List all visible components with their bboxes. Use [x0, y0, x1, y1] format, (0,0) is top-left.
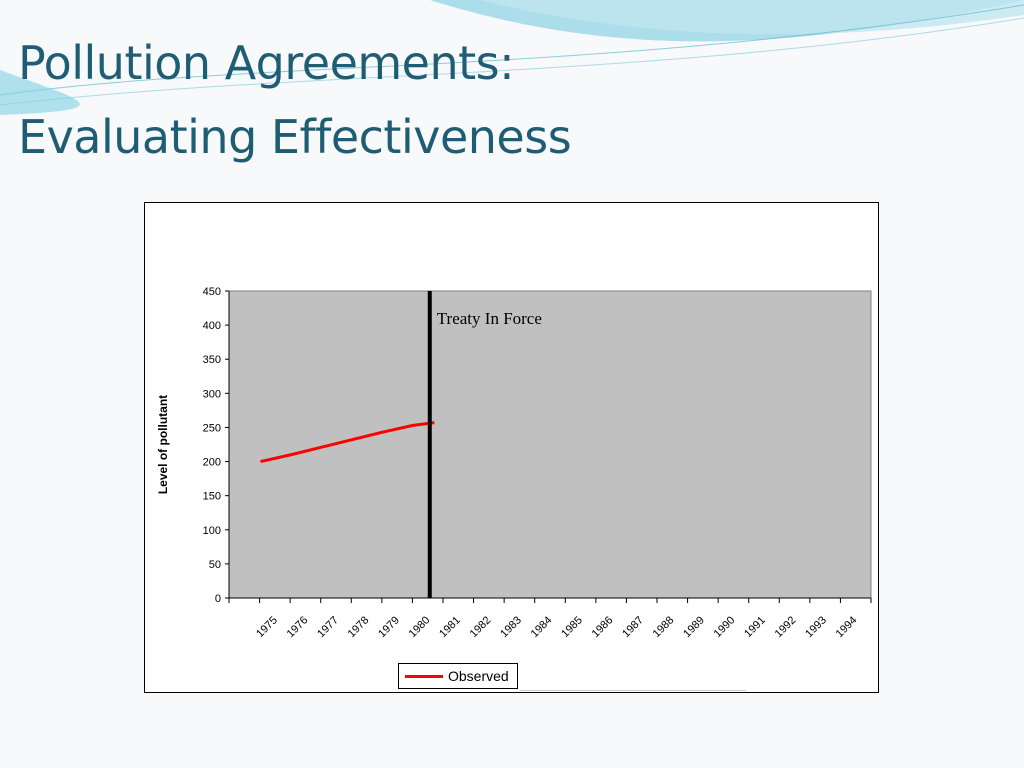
- y-tick-label: 200: [203, 457, 221, 469]
- y-tick-label: 350: [203, 354, 221, 366]
- plot-area: [228, 290, 872, 599]
- y-tick-label: 400: [203, 320, 221, 332]
- y-tick-label: 50: [209, 559, 221, 571]
- chart-legend: Observed: [398, 663, 518, 689]
- slide-title-line-1: Pollution Agreements:: [18, 36, 515, 90]
- treaty-in-force-label: Treaty In Force: [437, 309, 542, 328]
- x-tick-label: 1986: [590, 614, 616, 640]
- y-tick-label: 0: [215, 593, 221, 605]
- x-tick-label: 1975: [254, 614, 280, 640]
- x-tick-label: 1981: [437, 614, 463, 640]
- y-tick-label: 450: [203, 286, 221, 298]
- x-tick-label: 1980: [407, 614, 433, 640]
- chart-frame: 0 50 100 150 200 250 300 350 400 450 1975 1976 1977 1…: [144, 202, 879, 693]
- x-tick-label: 1994: [834, 614, 860, 640]
- x-tick-label: 1977: [315, 614, 341, 640]
- legend-overlay-patch: [520, 662, 746, 691]
- slide-title: Pollution Agreements: Evaluating Effecti…: [18, 26, 572, 174]
- y-tick-label: 300: [203, 388, 221, 400]
- x-tick-label: 1990: [712, 614, 738, 640]
- slide-title-line-2: Evaluating Effectiveness: [18, 110, 572, 164]
- y-tick-label: 150: [203, 491, 221, 503]
- x-tick-label: 1978: [346, 614, 372, 640]
- y-tick-label: 100: [203, 525, 221, 537]
- x-tick-label: 1988: [651, 614, 677, 640]
- legend-observed-swatch: [405, 674, 443, 678]
- x-tick-label: 1993: [803, 614, 829, 640]
- y-axis-title: Level of pollutant: [156, 395, 170, 494]
- x-tick-label: 1979: [376, 614, 402, 640]
- x-tick-label: 1985: [559, 614, 585, 640]
- x-tick-label: 1983: [498, 614, 524, 640]
- x-tick-label: 1976: [285, 614, 311, 640]
- x-tick-label: 1989: [681, 614, 707, 640]
- y-tick-label: 250: [203, 422, 221, 434]
- x-tick-label: 1982: [468, 614, 494, 640]
- x-tick-label: 1987: [620, 614, 646, 640]
- background-waves: [0, 0, 1024, 115]
- x-tick-label: 1992: [773, 614, 799, 640]
- legend-observed-label: Observed: [448, 668, 509, 684]
- x-tick-label: 1984: [529, 614, 555, 640]
- x-tick-label: 1991: [742, 614, 768, 640]
- series-observed-line: [260, 421, 435, 464]
